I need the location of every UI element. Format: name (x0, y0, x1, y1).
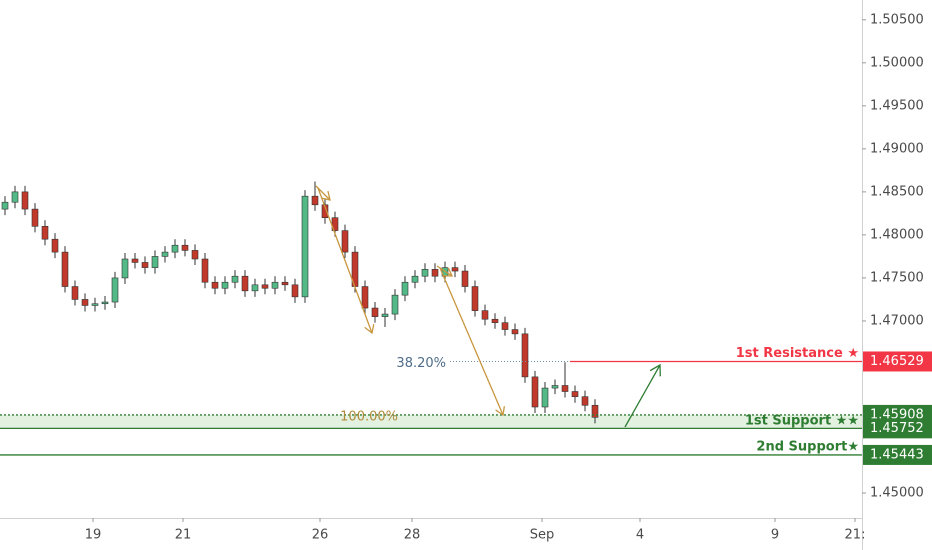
candle-body (111, 277, 119, 303)
candle-body (221, 281, 229, 289)
drawings (315, 185, 660, 428)
y-tick-label: 1.47500 (870, 270, 924, 285)
y-tick-label: 1.48000 (870, 227, 924, 242)
y-tick-label: 1.49500 (870, 98, 924, 113)
candle-body (91, 303, 99, 306)
candle-body (11, 191, 19, 203)
candle-body (261, 284, 269, 289)
candle-body (551, 385, 559, 389)
candle-body (491, 318, 499, 323)
candle-body (211, 281, 219, 289)
candle-body (311, 195, 319, 206)
y-tick-label: 1.49000 (870, 141, 924, 156)
x-tick-label: Sep (530, 528, 555, 543)
price-box-label: 1.45443 (870, 447, 924, 462)
candle-body (81, 299, 89, 306)
x-tick-label: 21: (845, 528, 866, 543)
candle-body (291, 284, 299, 298)
trend-arrow (439, 267, 503, 415)
candle-body (511, 329, 519, 335)
candle-body (401, 281, 409, 296)
candle-body (181, 244, 189, 251)
candle-body (131, 258, 139, 263)
projection-arrow (624, 365, 660, 428)
price-box (863, 351, 932, 372)
x-tick-label: 4 (636, 528, 644, 543)
candle-body (251, 284, 259, 292)
candle-body (71, 286, 79, 300)
candle-body (21, 191, 29, 210)
price-box-label: 1.46529 (870, 354, 924, 369)
trend-arrow (317, 187, 372, 333)
candle-body (321, 204, 329, 218)
candle-body (341, 230, 349, 253)
level-label: 1st Resistance ★ (736, 346, 859, 361)
candle-body (201, 258, 209, 283)
candle-body (281, 281, 289, 286)
candle-body (541, 387, 549, 408)
candle-body (141, 262, 149, 268)
y-tick-label: 1.50000 (870, 55, 924, 70)
candle-body (231, 275, 239, 283)
y-tick-label: 1.47000 (870, 313, 924, 328)
fib-label: 38.20% (396, 356, 446, 371)
level-label: 1st Support ★★ (745, 413, 859, 428)
y-tick-label: 1.50500 (870, 12, 924, 27)
candle-body (101, 301, 109, 305)
candle-body (121, 258, 129, 279)
fib-label: 100.00% (340, 409, 398, 424)
candle-body (301, 195, 309, 298)
x-tick-label: 28 (404, 528, 421, 543)
x-tick-label: 9 (771, 528, 779, 543)
candle-body (31, 208, 39, 227)
candle-body (581, 396, 589, 406)
x-tick-label: 19 (85, 528, 102, 543)
x-tick-label: 21 (175, 528, 192, 543)
candle-body (51, 238, 59, 253)
candle-body (501, 322, 509, 330)
candle-body (191, 250, 199, 260)
candle-body (271, 281, 279, 289)
candle-body (391, 294, 399, 315)
candle-body (361, 286, 369, 309)
candle-body (61, 251, 69, 287)
candle-body (161, 251, 169, 257)
candle-body (1, 201, 9, 210)
candle-body (41, 226, 49, 240)
candle-body (371, 307, 379, 317)
candle-body (481, 310, 489, 320)
candle-body (591, 404, 599, 418)
candle-body (411, 275, 419, 283)
candle-body (521, 333, 529, 378)
candle-body (571, 391, 579, 397)
price-box-label: 1.45752 (870, 421, 924, 436)
y-tick-label: 1.48500 (870, 184, 924, 199)
candle-body (431, 269, 439, 277)
x-tick-label: 26 (312, 528, 329, 543)
trend-arrow (436, 265, 452, 276)
candle-body (461, 270, 469, 287)
candle-body (241, 275, 249, 292)
y-tick-label: 1.45000 (870, 486, 924, 501)
level-label: 2nd Support★ (756, 439, 859, 454)
price-box (863, 418, 932, 439)
candle-body (381, 313, 389, 317)
candle-body (531, 376, 539, 408)
candle-body (421, 269, 429, 277)
candle-body (171, 244, 179, 253)
candle-body (151, 256, 159, 268)
support-zone (0, 414, 862, 429)
price-box (863, 444, 932, 465)
candle-body (471, 286, 479, 311)
candle-body (561, 385, 569, 392)
candle-body (451, 267, 459, 272)
